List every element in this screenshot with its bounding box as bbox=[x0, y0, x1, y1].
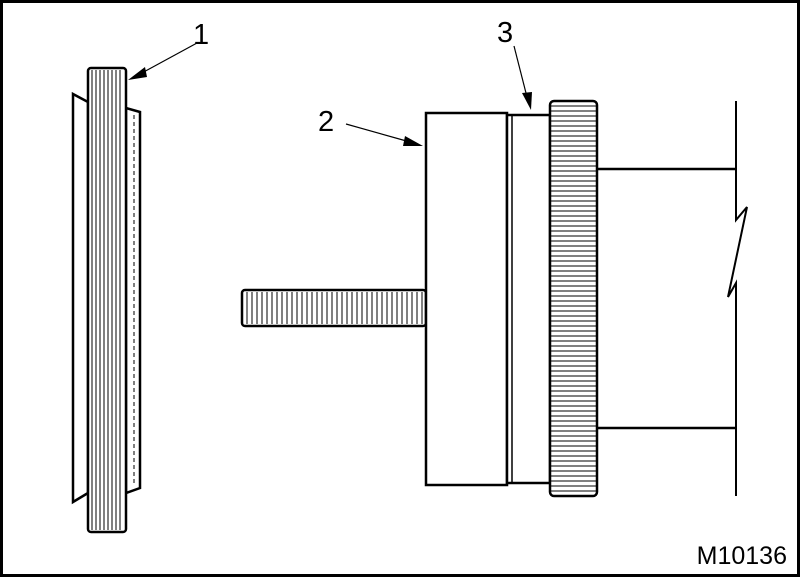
stud-body bbox=[240, 288, 428, 328]
stud-thread-lines bbox=[246, 292, 423, 324]
knurled-nut bbox=[548, 99, 599, 498]
callout-3: 3 bbox=[497, 17, 513, 49]
ring-thread-lines bbox=[91, 70, 121, 530]
figure-reference-code: M10136 bbox=[697, 542, 787, 570]
shaft-housing bbox=[597, 101, 748, 496]
leader-1 bbox=[128, 42, 198, 80]
knurled-nut-body bbox=[548, 99, 599, 498]
leader-3 bbox=[513, 45, 532, 110]
threaded-ring-part-1 bbox=[71, 66, 142, 534]
threaded-stud bbox=[240, 288, 428, 328]
ring-left-flange bbox=[71, 91, 90, 505]
knurl-lines bbox=[551, 105, 596, 492]
callout-1: 1 bbox=[193, 19, 209, 51]
ring-right-flange bbox=[124, 106, 142, 495]
spacer-part-3 bbox=[505, 113, 552, 485]
leader-2 bbox=[345, 123, 423, 146]
housing-break-line bbox=[727, 101, 748, 496]
callout-2: 2 bbox=[318, 106, 334, 138]
plate-part-2 bbox=[424, 111, 509, 487]
